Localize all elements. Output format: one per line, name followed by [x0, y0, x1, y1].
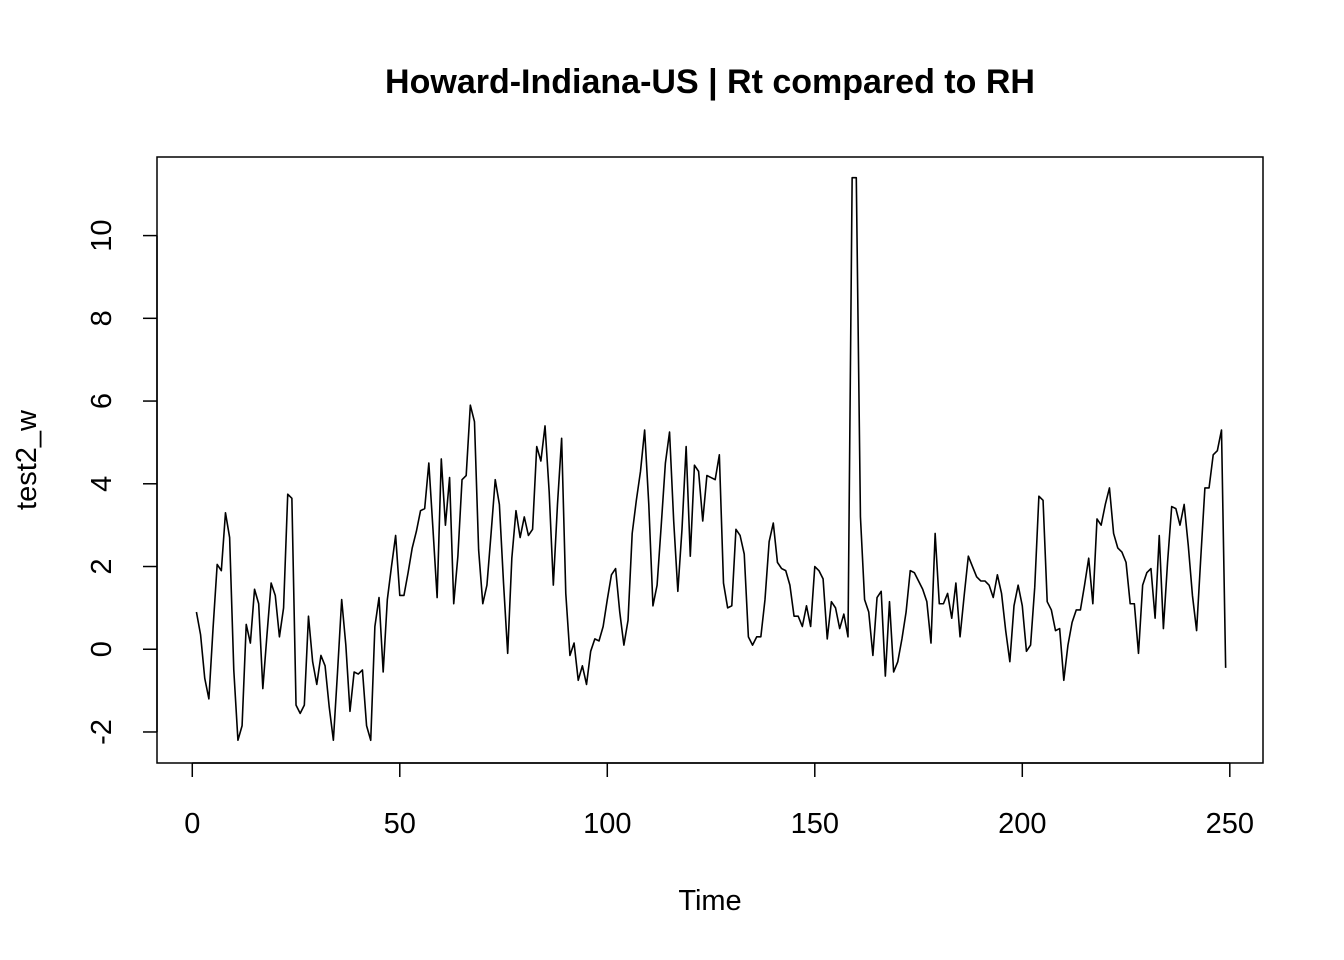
y-axis-label: test2_w	[11, 409, 43, 510]
x-tick-label: 250	[1206, 808, 1254, 840]
series-group	[195, 176, 1227, 742]
x-tick-label: 100	[583, 808, 631, 840]
y-tick-label: 6	[86, 393, 118, 409]
x-tick-label: 200	[998, 808, 1046, 840]
x-tick-label: 0	[184, 808, 200, 840]
y-tick-label: 8	[86, 310, 118, 326]
x-tick-label: 150	[791, 808, 839, 840]
y-tick-label: 2	[86, 558, 118, 574]
y-tick-label: 0	[86, 641, 118, 657]
x-axis: 0 50 100 150 200 250	[184, 762, 1254, 840]
y-tick-label: 10	[86, 219, 118, 251]
y-tick-label: 4	[86, 476, 118, 492]
series-line-0	[195, 176, 1227, 742]
y-axis: -2 0 2 4 6 8 10	[86, 219, 158, 745]
chart-title: Howard-Indiana-US | Rt compared to RH	[385, 63, 1035, 101]
plot-frame	[156, 156, 1264, 764]
x-axis-label: Time	[678, 885, 741, 917]
x-tick-label: 50	[384, 808, 416, 840]
y-tick-label: -2	[86, 719, 118, 745]
